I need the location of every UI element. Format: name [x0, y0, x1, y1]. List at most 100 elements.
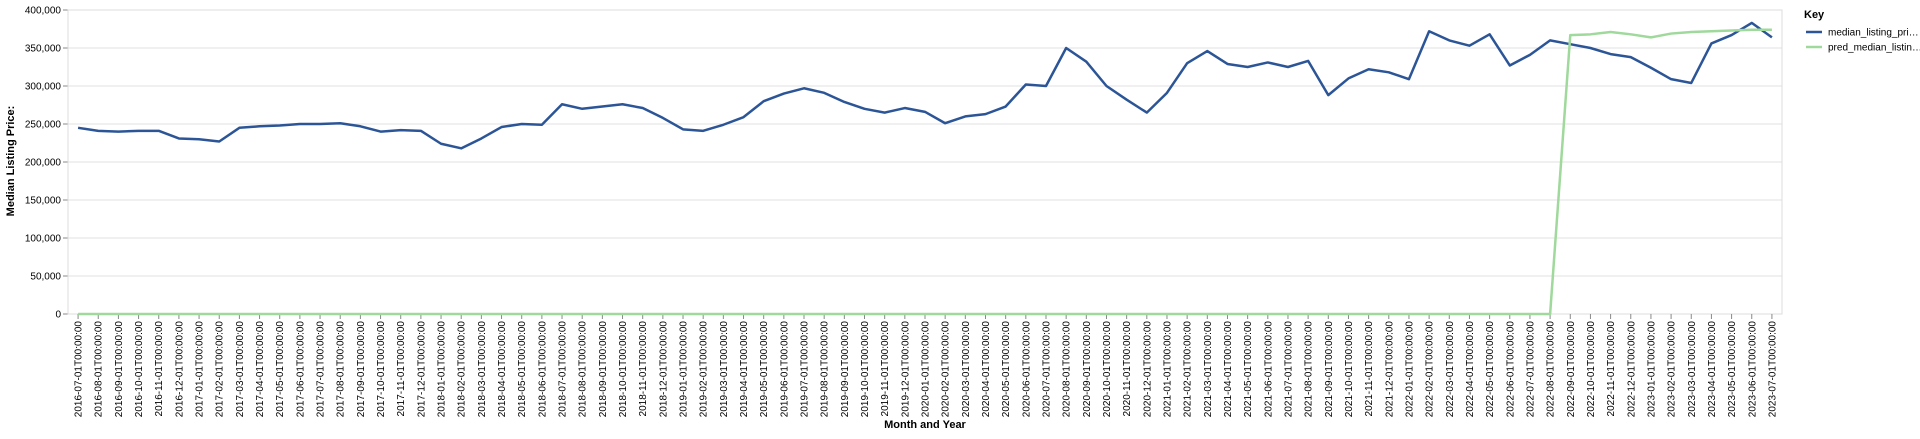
- x-tick-label: 2022-07-01T00:00:00: [1525, 321, 1536, 418]
- x-tick-label: 2016-08-01T00:00:00: [94, 321, 105, 418]
- x-tick-label: 2022-11-01T00:00:00: [1606, 321, 1617, 417]
- x-tick-label: 2022-10-01T00:00:00: [1586, 321, 1597, 418]
- series-line: [77, 21, 1773, 150]
- x-tick-label: 2017-06-01T00:00:00: [295, 321, 306, 418]
- x-tick-label: 2021-04-01T00:00:00: [1223, 321, 1234, 418]
- x-tick-label: 2018-05-01T00:00:00: [517, 321, 528, 418]
- y-tick-label: 350,000: [25, 44, 62, 55]
- x-tick-label: 2020-04-01T00:00:00: [981, 321, 992, 418]
- x-tick-label: 2021-12-01T00:00:00: [1384, 321, 1395, 418]
- y-tick-label: 300,000: [25, 82, 62, 93]
- x-tick-label: 2023-07-01T00:00:00: [1767, 321, 1778, 418]
- x-tick-label: 2016-10-01T00:00:00: [134, 321, 145, 418]
- x-tick-label: 2020-12-01T00:00:00: [1142, 321, 1153, 418]
- x-tick-label: 2018-08-01T00:00:00: [578, 321, 589, 418]
- x-tick-label: 2023-06-01T00:00:00: [1747, 321, 1758, 418]
- x-tick-label: 2022-05-01T00:00:00: [1485, 321, 1496, 418]
- x-tick-label: 2020-01-01T00:00:00: [921, 321, 932, 418]
- x-tick-label: 2016-07-01T00:00:00: [74, 321, 85, 418]
- x-tick-label: 2020-08-01T00:00:00: [1062, 321, 1073, 418]
- x-tick-label: 2021-08-01T00:00:00: [1304, 321, 1315, 418]
- x-tick-label: 2017-12-01T00:00:00: [416, 321, 427, 418]
- x-tick-label: 2022-03-01T00:00:00: [1445, 321, 1456, 418]
- x-tick-label: 2023-05-01T00:00:00: [1727, 321, 1738, 418]
- x-tick-label: 2016-09-01T00:00:00: [114, 321, 125, 418]
- x-tick-label: 2019-12-01T00:00:00: [900, 321, 911, 418]
- x-tick-label: 2019-10-01T00:00:00: [860, 321, 871, 418]
- x-tick-label: 2018-11-01T00:00:00: [638, 321, 649, 417]
- x-tick-label: 2022-04-01T00:00:00: [1465, 321, 1476, 418]
- y-tick-label: 200,000: [25, 158, 62, 169]
- x-tick-label: 2017-05-01T00:00:00: [275, 321, 286, 418]
- x-tick-label: 2022-09-01T00:00:00: [1566, 321, 1577, 418]
- x-tick-label: 2017-02-01T00:00:00: [215, 321, 226, 418]
- x-tick-label: 2017-10-01T00:00:00: [376, 321, 387, 418]
- x-tick-label: 2018-06-01T00:00:00: [537, 321, 548, 418]
- x-tick-label: 2021-03-01T00:00:00: [1203, 321, 1214, 418]
- x-tick-label: 2022-08-01T00:00:00: [1546, 321, 1557, 418]
- x-tick-label: 2022-06-01T00:00:00: [1505, 321, 1516, 418]
- y-tick-label: 400,000: [25, 6, 62, 17]
- x-tick-label: 2018-09-01T00:00:00: [598, 321, 609, 418]
- y-tick-label: 150,000: [25, 196, 62, 207]
- x-tick-label: 2017-01-01T00:00:00: [195, 321, 206, 418]
- legend-label: pred_median_listin…: [1828, 43, 1920, 54]
- x-tick-label: 2019-06-01T00:00:00: [779, 321, 790, 418]
- x-tick-label: 2018-01-01T00:00:00: [437, 321, 448, 418]
- x-tick-label: 2016-12-01T00:00:00: [174, 321, 185, 418]
- x-tick-label: 2021-05-01T00:00:00: [1243, 321, 1254, 418]
- x-tick-label: 2021-02-01T00:00:00: [1183, 321, 1194, 418]
- y-tick-label: 50,000: [30, 272, 61, 283]
- x-tick-label: 2020-07-01T00:00:00: [1041, 321, 1052, 418]
- x-tick-label: 2018-07-01T00:00:00: [558, 321, 569, 418]
- legend-label: median_listing_pri…: [1828, 28, 1919, 39]
- series-line: [78, 28, 1772, 316]
- x-tick-label: 2020-09-01T00:00:00: [1082, 321, 1093, 418]
- x-tick-label: 2023-01-01T00:00:00: [1646, 321, 1657, 418]
- x-tick-label: 2019-09-01T00:00:00: [840, 321, 851, 418]
- x-tick-label: 2021-01-01T00:00:00: [1162, 321, 1173, 418]
- x-tick-label: 2017-03-01T00:00:00: [235, 321, 246, 418]
- x-tick-label: 2019-05-01T00:00:00: [759, 321, 770, 418]
- x-tick-label: 2021-06-01T00:00:00: [1263, 321, 1274, 418]
- x-tick-label: 2021-11-01T00:00:00: [1364, 321, 1375, 417]
- x-tick-label: 2023-02-01T00:00:00: [1667, 321, 1678, 418]
- x-tick-label: 2023-04-01T00:00:00: [1707, 321, 1718, 418]
- x-tick-label: 2018-02-01T00:00:00: [457, 321, 468, 418]
- x-tick-label: 2020-10-01T00:00:00: [1102, 321, 1113, 418]
- y-tick-label: 250,000: [25, 120, 62, 131]
- y-axis-title: Median Listing Price:: [5, 106, 17, 217]
- x-tick-label: 2021-09-01T00:00:00: [1324, 321, 1335, 418]
- x-tick-label: 2021-07-01T00:00:00: [1283, 321, 1294, 418]
- x-tick-label: 2018-03-01T00:00:00: [477, 321, 488, 418]
- x-tick-label: 2020-05-01T00:00:00: [1001, 321, 1012, 418]
- x-tick-label: 2020-11-01T00:00:00: [1122, 321, 1133, 417]
- x-tick-label: 2019-02-01T00:00:00: [699, 321, 710, 418]
- x-tick-label: 2022-01-01T00:00:00: [1404, 321, 1415, 418]
- x-tick-label: 2019-11-01T00:00:00: [880, 321, 891, 417]
- x-tick-label: 2019-01-01T00:00:00: [679, 321, 690, 418]
- x-tick-label: 2020-03-01T00:00:00: [961, 321, 972, 418]
- x-tick-label: 2017-11-01T00:00:00: [396, 321, 407, 417]
- y-tick-label: 100,000: [25, 234, 62, 245]
- x-tick-label: 2018-04-01T00:00:00: [497, 321, 508, 418]
- x-tick-label: 2016-11-01T00:00:00: [154, 321, 165, 417]
- x-tick-label: 2022-02-01T00:00:00: [1425, 321, 1436, 418]
- x-tick-label: 2018-10-01T00:00:00: [618, 321, 629, 418]
- x-tick-label: 2021-10-01T00:00:00: [1344, 321, 1355, 418]
- x-axis-title: Month and Year: [884, 419, 966, 431]
- x-tick-label: 2017-04-01T00:00:00: [255, 321, 266, 418]
- legend-title: Key: [1804, 9, 1825, 21]
- x-tick-label: 2017-07-01T00:00:00: [316, 321, 327, 418]
- y-tick-label: 0: [55, 310, 61, 321]
- x-tick-label: 2019-04-01T00:00:00: [739, 321, 750, 418]
- x-tick-label: 2017-08-01T00:00:00: [336, 321, 347, 418]
- x-tick-label: 2019-03-01T00:00:00: [719, 321, 730, 418]
- x-tick-label: 2022-12-01T00:00:00: [1626, 321, 1637, 418]
- x-tick-label: 2023-03-01T00:00:00: [1687, 321, 1698, 418]
- x-tick-label: 2020-06-01T00:00:00: [1021, 321, 1032, 418]
- x-tick-label: 2020-02-01T00:00:00: [941, 321, 952, 418]
- x-tick-label: 2019-08-01T00:00:00: [820, 321, 831, 418]
- x-tick-label: 2019-07-01T00:00:00: [800, 321, 811, 418]
